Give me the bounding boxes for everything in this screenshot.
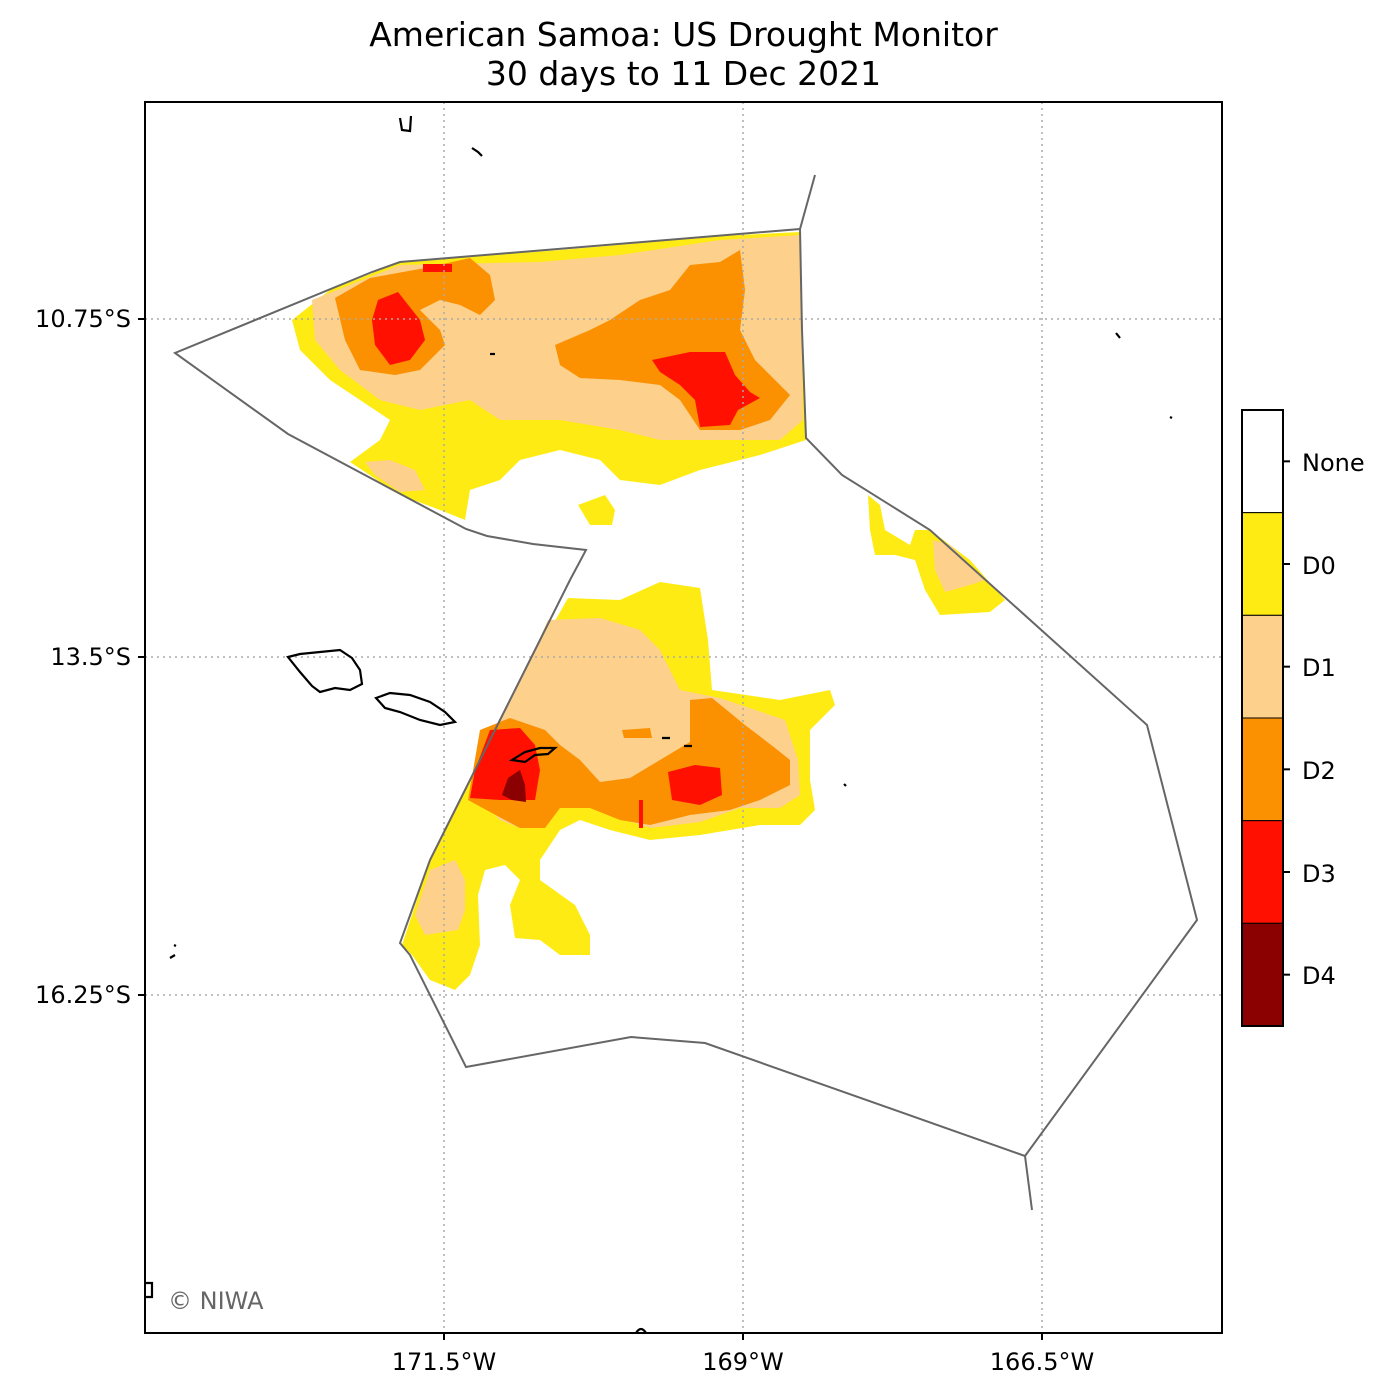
upolu-island: [374, 691, 458, 727]
drought-region-north: [292, 232, 806, 525]
ytick-label: 10.75°S: [35, 305, 131, 333]
xtick-label: 166.5°W: [989, 1348, 1095, 1376]
coastlines: [146, 115, 1173, 1334]
drought-region-south: [402, 582, 835, 990]
map-title: American Samoa: US Drought Monitor: [369, 15, 998, 54]
northern-islet-1: [398, 115, 413, 133]
western-islet: [169, 944, 177, 959]
legend-label-none: None: [1302, 449, 1365, 477]
axis-ticks: [138, 318, 1043, 1340]
legend-swatch-d1: [1241, 614, 1284, 719]
drought-region-east: [868, 495, 1005, 615]
d3-area-east: [668, 765, 722, 805]
bottom-islet: [635, 1327, 647, 1334]
rose-atoll: [843, 783, 847, 787]
map-frame: [144, 101, 1223, 1334]
legend-label-d0: D0: [1302, 552, 1336, 580]
ytick-label: 13.5°S: [50, 643, 131, 671]
legend-swatch-d2: [1241, 717, 1284, 822]
d3-area-east: [652, 352, 760, 427]
d1-patch: [365, 460, 425, 492]
eastern-islet-2: [1169, 416, 1173, 419]
colorbar-frame: [1241, 409, 1284, 1027]
d2-patch: [622, 728, 652, 738]
map-subtitle: 30 days to 11 Dec 2021: [485, 54, 882, 93]
legend-label-d3: D3: [1302, 860, 1336, 888]
eez-boundary: [172, 174, 1033, 1211]
northern-islet-2: [471, 147, 483, 157]
colorbar: [1241, 409, 1290, 1027]
d3-area-west: [372, 292, 425, 365]
manua-islands: [662, 736, 692, 748]
legend-swatch-d3: [1241, 820, 1284, 924]
graticule: [145, 102, 1222, 1333]
legend-label-d1: D1: [1302, 654, 1336, 682]
xtick-label: 169°W: [702, 1348, 784, 1376]
legend-swatch-d4: [1241, 922, 1284, 1027]
eastern-islet: [1115, 332, 1121, 339]
eez-boundary-east: [799, 228, 1199, 1157]
corner-islet: [146, 1281, 154, 1299]
d1-patch: [415, 860, 465, 935]
legend-swatch-none: [1241, 409, 1284, 514]
d3-sliver: [639, 800, 643, 828]
d1-area: [933, 540, 985, 592]
d0-patch: [578, 495, 615, 525]
credit-text: © NIWA: [168, 1287, 264, 1315]
legend-label-d4: D4: [1302, 962, 1336, 990]
upolu-savaii-island: [286, 648, 364, 694]
d3-strip: [423, 264, 452, 272]
ytick-label: 16.25°S: [35, 981, 131, 1009]
legend-swatch-d0: [1241, 512, 1284, 616]
d4-area: [502, 770, 526, 802]
tutuila-island: [508, 746, 558, 764]
xtick-label: 171.5°W: [391, 1348, 497, 1376]
legend-label-d2: D2: [1302, 757, 1336, 785]
